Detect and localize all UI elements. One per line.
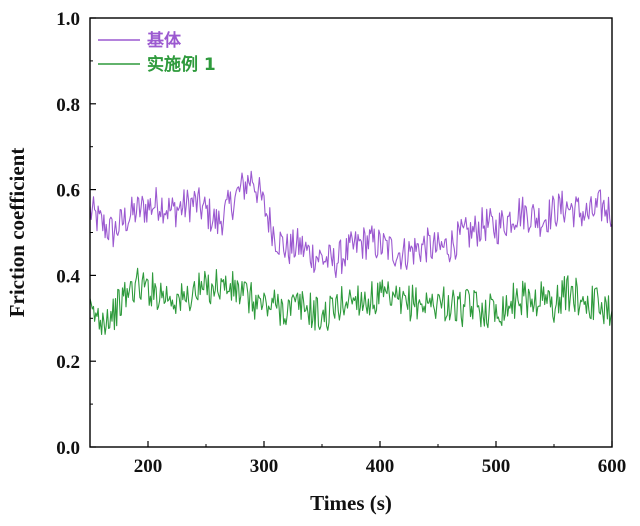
y-tick-label: 0.2 (56, 352, 80, 373)
x-tick-label: 200 (134, 456, 163, 477)
y-tick-label: 0.8 (56, 95, 80, 116)
y-tick-label: 0.4 (56, 266, 80, 287)
x-tick-label: 600 (598, 456, 627, 477)
series-layer (89, 170, 613, 336)
series-line-1 (89, 170, 613, 279)
y-axis-title: Friction coefficient (5, 148, 29, 318)
x-axis-title: Times (s) (310, 491, 392, 515)
legend-label-2: 实施例 1 (147, 54, 216, 75)
ticks-layer: 200 300 400 500 600 0.0 0.2 0.4 0.6 0.8 1.0 (56, 9, 626, 477)
series-line-2 (89, 267, 613, 336)
x-tick-label: 300 (250, 456, 279, 477)
y-tick-label: 1.0 (56, 9, 80, 30)
x-tick-label: 400 (366, 456, 395, 477)
x-tick-label: 500 (482, 456, 511, 477)
y-tick-label: 0.0 (56, 438, 80, 459)
legend-label-1: 基体 (146, 30, 182, 51)
y-tick-label: 0.6 (56, 181, 80, 202)
